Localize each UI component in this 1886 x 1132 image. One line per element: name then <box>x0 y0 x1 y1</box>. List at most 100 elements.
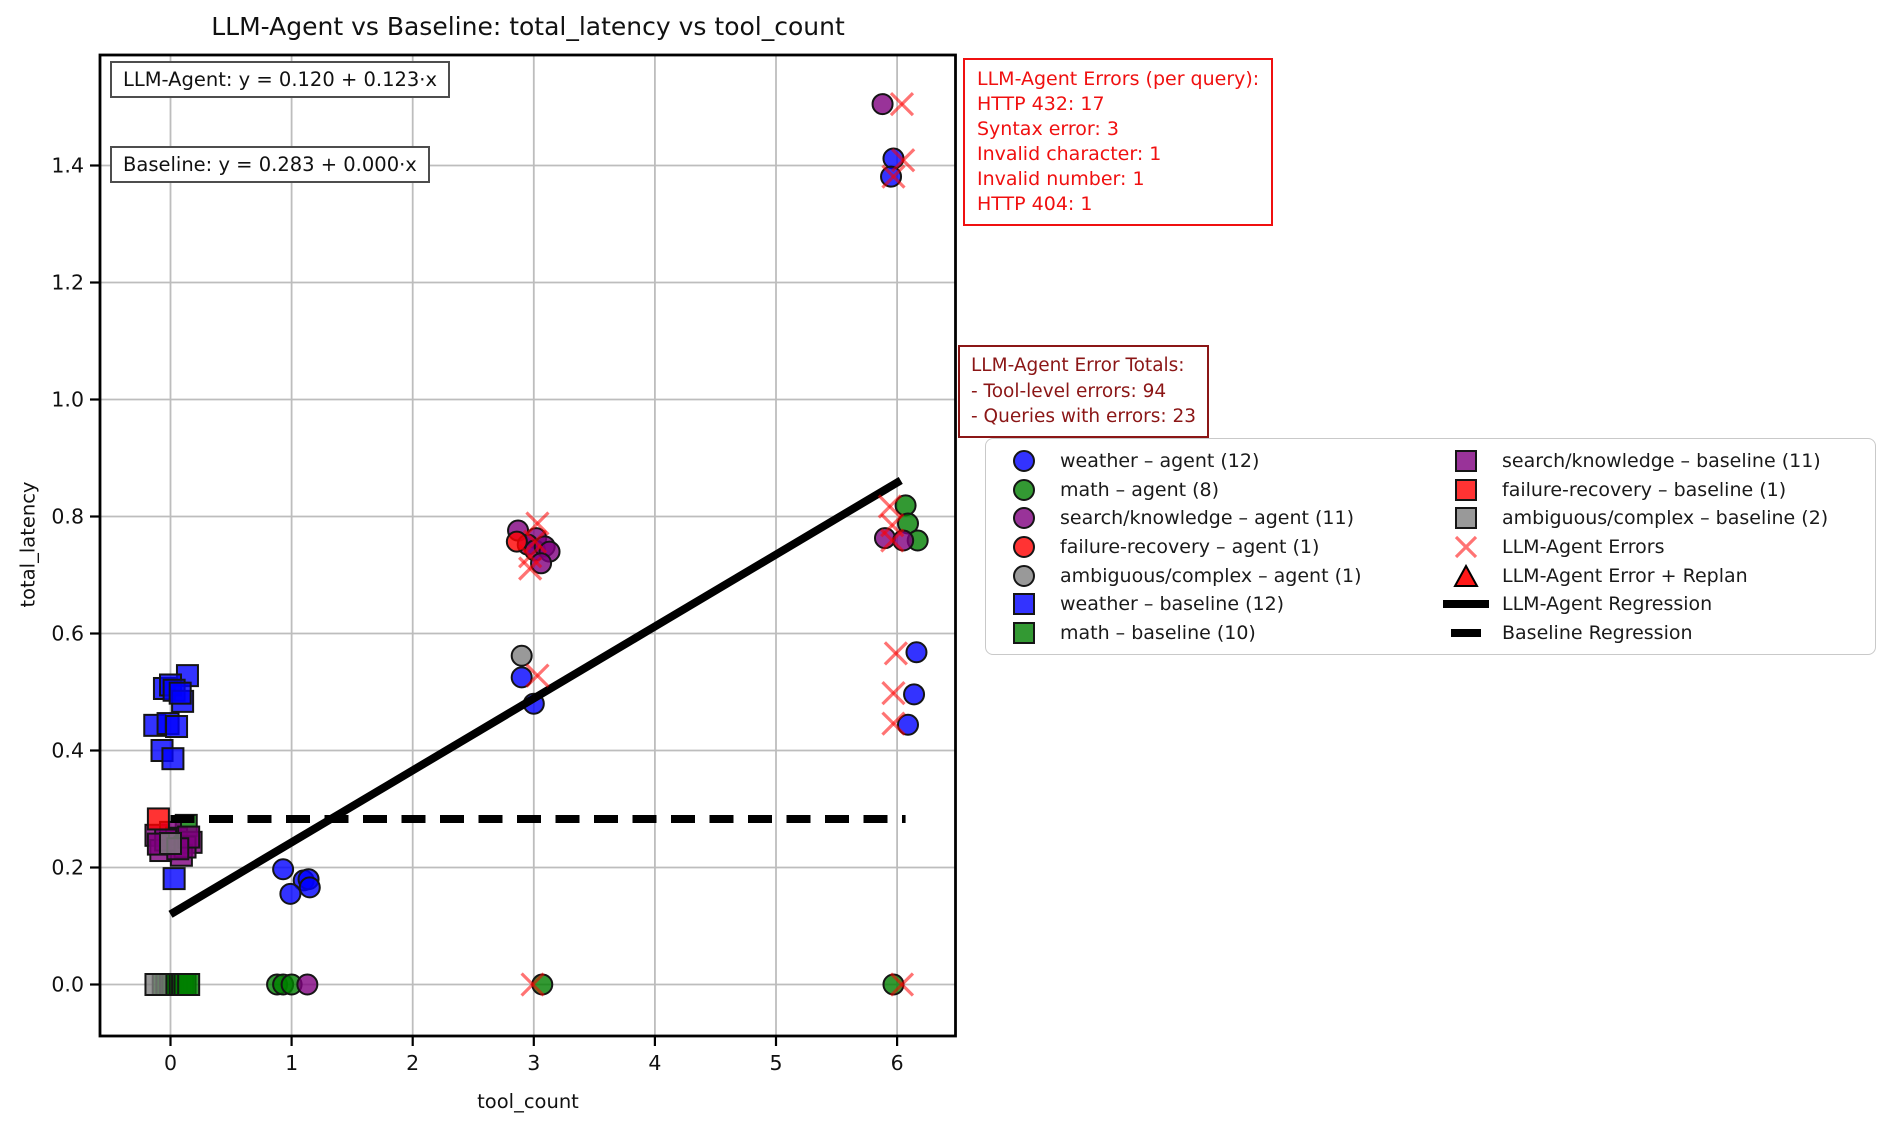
legend-marker <box>1438 449 1494 473</box>
x-tick-label: 0 <box>164 1051 177 1075</box>
legend-marker <box>1438 621 1494 645</box>
error-x-icon <box>525 663 550 688</box>
square-marker-icon <box>1455 507 1477 530</box>
data-point-circle <box>298 876 321 899</box>
data-point-circle <box>871 93 894 116</box>
legend-item-label: ambiguous/complex – agent (1) <box>1060 564 1362 587</box>
x-axis-label: tool_count <box>477 1090 579 1113</box>
data-point-circle <box>510 644 533 667</box>
error-x-icon <box>889 972 915 997</box>
legend-item: failure-recovery – baseline (1) <box>1438 476 1828 505</box>
data-point-circle <box>880 165 903 188</box>
agent-regression-equation: LLM-Agent: y = 0.120 + 0.123·x <box>110 61 451 98</box>
legend-item: ambiguous/complex – agent (1) <box>996 561 1362 590</box>
legend-marker <box>1438 592 1494 616</box>
error-x-icon <box>881 681 906 706</box>
error-x-icon <box>880 528 905 553</box>
legend-column-1: weather – agent (12) math – agent (8) sear… <box>996 447 1362 647</box>
legend-item: weather – agent (12) <box>996 447 1362 476</box>
square-marker-icon <box>1013 621 1035 644</box>
legend-item-label: search/knowledge – baseline (11) <box>1502 450 1821 473</box>
data-point-square <box>161 747 185 771</box>
x-tick-label: 2 <box>406 1051 419 1075</box>
x-tick-label: 6 <box>891 1051 904 1075</box>
y-tick-label: 0.6 <box>51 622 84 646</box>
legend-marker <box>996 592 1052 616</box>
error-x-icon <box>889 91 915 117</box>
y-tick-label: 0.4 <box>51 739 84 763</box>
legend-item-label: Baseline Regression <box>1502 621 1693 644</box>
line-dashed-marker-icon <box>1451 628 1481 637</box>
y-tick-label: 0.2 <box>51 856 84 880</box>
square-marker-icon <box>1455 450 1477 473</box>
x-marker-icon <box>1454 535 1478 559</box>
legend-item-label: LLM-Agent Error + Replan <box>1502 564 1748 587</box>
y-tick-label: 1.4 <box>51 154 84 178</box>
baseline-regression-equation: Baseline: y = 0.283 + 0.000·x <box>110 146 430 183</box>
error-x-icon <box>881 711 906 736</box>
x-tick-label: 5 <box>769 1051 782 1075</box>
legend-item-label: weather – agent (12) <box>1060 450 1260 473</box>
error-breakdown-line: Invalid number: 1 <box>977 168 1145 190</box>
data-point-square <box>165 715 189 739</box>
data-point-square <box>144 973 168 996</box>
error-x-icon <box>891 148 916 173</box>
legend-item: search/knowledge – baseline (11) <box>1438 447 1828 476</box>
square-marker-icon <box>1455 478 1477 501</box>
x-tick-label: 1 <box>285 1051 298 1075</box>
y-tick-label: 1.0 <box>51 388 84 412</box>
data-point-circle <box>279 882 302 905</box>
legend-item-label: failure-recovery – agent (1) <box>1060 536 1320 559</box>
legend-item-label: math – baseline (10) <box>1060 621 1256 644</box>
data-point-square <box>162 867 186 891</box>
circle-marker-icon <box>1013 478 1035 501</box>
square-marker-icon <box>1013 593 1035 616</box>
legend-marker <box>996 506 1052 530</box>
circle-marker-icon <box>1013 536 1035 559</box>
y-tick-label: 0.0 <box>51 973 84 997</box>
legend-item: math – agent (8) <box>996 476 1362 505</box>
data-point-circle <box>896 713 919 736</box>
data-point-square <box>168 681 192 705</box>
legend-marker <box>1438 478 1494 502</box>
error-x-icon <box>520 972 545 997</box>
data-point-square <box>146 807 170 831</box>
data-point-circle <box>510 666 533 689</box>
legend-item-label: LLM-Agent Regression <box>1502 593 1713 616</box>
legend-marker <box>996 449 1052 473</box>
data-point-square <box>159 832 182 856</box>
data-point-circle <box>531 973 554 996</box>
triangle-marker-icon <box>1453 563 1479 587</box>
legend-marker <box>996 535 1052 559</box>
error-x-icon <box>883 641 909 666</box>
x-tick-label: 3 <box>527 1051 540 1075</box>
legend-item-label: ambiguous/complex – baseline (2) <box>1502 507 1829 530</box>
data-point-circle <box>905 641 928 664</box>
error-breakdown-line: Invalid character: 1 <box>977 143 1162 165</box>
legend-marker <box>996 621 1052 645</box>
circle-marker-icon <box>1013 507 1035 530</box>
plot-border <box>98 53 957 1038</box>
legend-item: LLM-Agent Errors <box>1438 533 1828 562</box>
legend-column-2: search/knowledge – baseline (11) failure-… <box>1438 447 1828 647</box>
y-tick-label: 0.8 <box>51 505 84 529</box>
legend: weather – agent (12) math – agent (8) sear… <box>985 438 1876 655</box>
error-totals-line: - Tool-level errors: 94 <box>971 380 1167 402</box>
legend-item: LLM-Agent Error + Replan <box>1438 561 1828 590</box>
circle-marker-icon <box>1013 564 1035 587</box>
line-solid-marker-icon <box>1443 600 1489 609</box>
legend-item: LLM-Agent Regression <box>1438 590 1828 619</box>
error-totals-lines: - Tool-level errors: 94 - Queries with er… <box>971 379 1196 430</box>
error-breakdown-line: HTTP 432: 17 <box>977 93 1105 115</box>
legend-marker <box>996 478 1052 502</box>
error-x-icon <box>518 544 543 569</box>
legend-marker <box>1438 535 1494 559</box>
data-point-square <box>177 973 201 996</box>
error-x-icon <box>525 511 550 536</box>
error-breakdown-title: LLM-Agent Errors (per query): <box>977 68 1260 90</box>
legend-item-label: weather – baseline (12) <box>1060 593 1285 616</box>
legend-item-label: math – agent (8) <box>1060 478 1220 501</box>
error-totals-box: LLM-Agent Error Totals: - Tool-level err… <box>958 345 1210 438</box>
